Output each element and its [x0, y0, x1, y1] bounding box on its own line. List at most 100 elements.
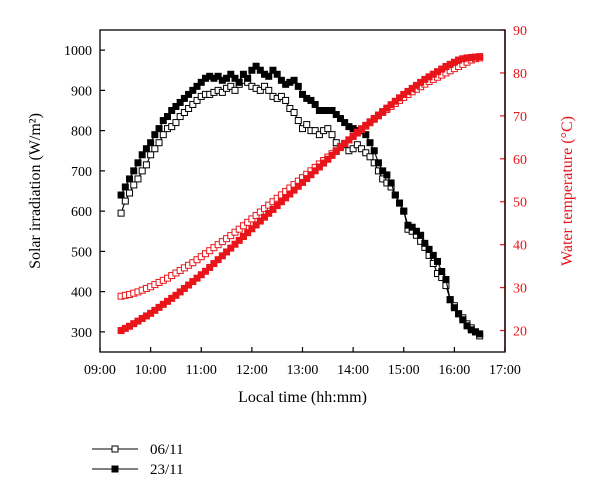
data-point: [353, 141, 361, 149]
data-point: [336, 115, 344, 123]
data-point: [282, 194, 290, 202]
data-point: [421, 239, 429, 247]
data-point: [159, 131, 167, 139]
data-point: [117, 191, 125, 199]
data-point: [366, 139, 374, 147]
data-point: [151, 131, 159, 139]
data-point: [315, 131, 323, 139]
data-point: [277, 76, 285, 84]
data-point: [256, 86, 264, 94]
data-point: [417, 231, 425, 239]
data-point: [185, 90, 193, 98]
data-point: [311, 167, 319, 175]
data-point: [261, 213, 269, 221]
right-y-tick-label: 80: [513, 67, 527, 82]
left-y-axis-title: Solar irradiation (W/m²): [27, 113, 44, 269]
data-point: [142, 161, 150, 169]
legend-label: 23/11: [150, 462, 184, 478]
data-point: [185, 104, 193, 112]
left-y-tick-label: 700: [71, 165, 92, 180]
data-point: [189, 100, 197, 108]
right-y-tick-label: 40: [513, 239, 527, 254]
data-point: [286, 190, 294, 198]
data-point: [134, 159, 142, 167]
x-tick-label: 17:00: [489, 363, 521, 378]
data-point: [130, 181, 138, 189]
data-point: [252, 62, 260, 70]
data-point: [370, 147, 378, 155]
data-point: [155, 139, 163, 147]
data-point: [450, 304, 458, 312]
data-point: [151, 145, 159, 153]
data-point: [244, 74, 252, 82]
x-tick-label: 11:00: [186, 363, 217, 378]
data-point: [172, 119, 180, 127]
data-point: [434, 257, 441, 265]
legend-item: 23/11: [92, 462, 184, 478]
data-point: [463, 322, 471, 330]
data-point: [189, 86, 197, 94]
data-point: [455, 310, 463, 318]
data-point: [282, 96, 290, 104]
data-point: [121, 183, 129, 191]
data-point: [387, 179, 395, 187]
data-point: [294, 117, 302, 125]
data-point: [425, 245, 433, 253]
plot-frame: [99, 29, 506, 353]
data-point: [155, 125, 163, 133]
data-point: [227, 70, 235, 78]
data-point: [349, 145, 357, 153]
data-point: [159, 117, 167, 125]
data-point: [349, 132, 357, 140]
data-point: [256, 217, 264, 225]
data-point: [117, 209, 125, 217]
data-point: [277, 198, 285, 206]
right-y-tick-label: 20: [513, 325, 527, 340]
data-point: [265, 86, 273, 94]
data-point: [332, 148, 340, 156]
data-point: [138, 167, 146, 175]
data-point: [126, 175, 134, 183]
left-y-tick-label: 1000: [64, 44, 92, 59]
data-point: [214, 256, 222, 264]
x-tick-label: 10:00: [135, 363, 167, 378]
data-point: [256, 66, 264, 74]
data-point: [294, 182, 302, 190]
data-point: [138, 151, 146, 159]
data-point: [261, 82, 269, 90]
data-point: [362, 149, 370, 157]
data-point: [307, 171, 315, 179]
data-point: [180, 94, 188, 102]
data-point: [328, 151, 336, 159]
data-point: [193, 82, 201, 90]
series-left-1: [117, 62, 484, 338]
data-point: [176, 98, 184, 106]
data-point: [290, 76, 298, 84]
data-point: [341, 119, 349, 127]
legend-item: 06/11: [92, 442, 184, 458]
data-point: [164, 113, 171, 121]
legend-marker: [111, 445, 119, 453]
data-point: [362, 131, 370, 139]
data-point: [142, 145, 150, 153]
data-point: [332, 111, 340, 119]
data-point: [227, 82, 235, 90]
data-point: [265, 209, 273, 217]
data-point: [374, 159, 382, 167]
data-point: [311, 100, 319, 108]
data-point: [303, 121, 311, 129]
data-point: [168, 107, 176, 114]
data-point: [412, 227, 420, 235]
left-y-tick-label: 400: [71, 286, 92, 301]
data-point: [311, 127, 319, 135]
data-point: [180, 109, 188, 117]
data-point: [193, 96, 201, 104]
data-point: [379, 167, 387, 175]
data-point: [391, 191, 399, 199]
data-point: [328, 107, 336, 114]
data-point: [307, 96, 315, 104]
data-point: [299, 125, 306, 133]
left-y-tick-label: 800: [71, 125, 92, 140]
right-y-axis-title: Water temperature (°C): [559, 116, 576, 266]
data-point: [235, 236, 243, 244]
